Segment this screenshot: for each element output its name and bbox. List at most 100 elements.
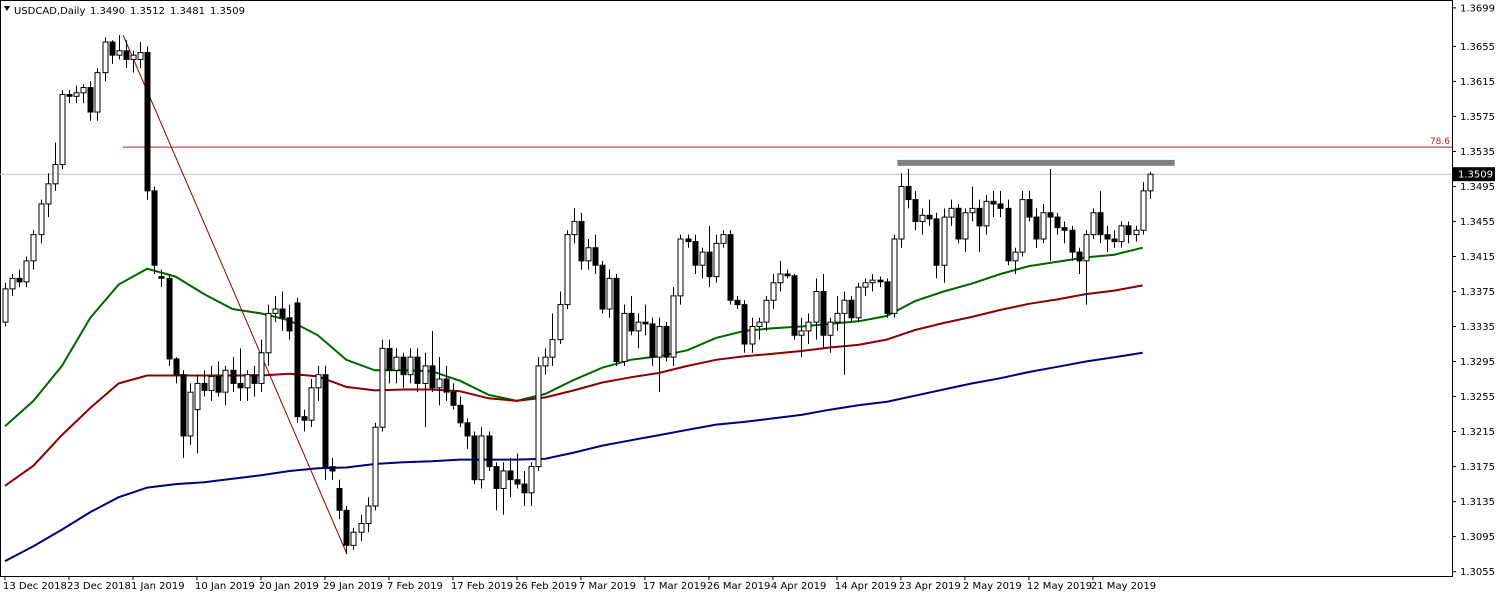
candle-body (137, 52, 144, 61)
y-tick-label: 1.3375 (1460, 287, 1495, 298)
candle-body (1097, 212, 1104, 236)
y-tick-label: 1.3455 (1460, 217, 1495, 228)
candle-body (613, 277, 620, 363)
candle-body (628, 312, 635, 332)
candle-body (1026, 199, 1033, 218)
candle-body (414, 356, 421, 384)
candle-body (571, 220, 578, 236)
candle-body (741, 304, 748, 345)
candle-body (322, 374, 329, 468)
candle-body (905, 185, 912, 201)
candle-body (1040, 212, 1047, 240)
candle-body (400, 356, 407, 376)
candle-body (350, 531, 357, 546)
candle-body (564, 234, 571, 306)
candle-body (1118, 225, 1125, 243)
candle-body (109, 41, 116, 56)
x-tick-label: 29 Jan 2019 (323, 581, 383, 592)
candle-body (1147, 173, 1154, 192)
candle-body (358, 522, 365, 533)
x-tick-label: 10 Jan 2019 (195, 581, 255, 592)
candle-body (1076, 251, 1083, 262)
x-tick-label: 26 Mar 2019 (707, 581, 770, 592)
candle-body (1005, 207, 1012, 262)
candle-body (215, 375, 222, 393)
candle-body (230, 369, 237, 384)
candle-body (251, 374, 258, 384)
candle-body (813, 291, 820, 323)
candle-body (279, 308, 286, 319)
candle-body (429, 365, 436, 389)
candle-body (663, 326, 670, 358)
candle-body (692, 241, 699, 266)
y-tick-label: 1.3655 (1460, 42, 1495, 53)
candle-body (677, 238, 684, 297)
header-value: 1.3509 (210, 6, 245, 17)
candle-body (727, 234, 734, 301)
candle-body (144, 52, 151, 192)
candle-body (343, 509, 350, 546)
candle-body (258, 352, 265, 384)
candle-body (869, 279, 876, 284)
candle-body (1104, 234, 1111, 240)
candle-body (393, 356, 400, 371)
candle-body (208, 375, 215, 391)
candle-body (450, 391, 457, 406)
candle-body (592, 247, 599, 266)
y-tick-label: 1.3255 (1460, 392, 1495, 403)
plot-frame (0, 0, 1453, 577)
header-value: 1.3512 (130, 6, 165, 17)
y-tick-label: 1.3135 (1460, 497, 1495, 508)
candle-body (130, 54, 137, 61)
y-tick-label: 1.3575 (1460, 112, 1495, 123)
y-tick-label: 1.3215 (1460, 427, 1495, 438)
candle-body (898, 185, 905, 240)
candle-body (1111, 238, 1118, 243)
candle-body (891, 238, 898, 314)
candle-body (599, 264, 606, 310)
x-tick-label: 23 Apr 2019 (899, 581, 961, 592)
current-price-box (1453, 167, 1495, 182)
candle-body (827, 321, 834, 336)
candle-body (1125, 225, 1132, 236)
candle-body (798, 330, 805, 336)
header-value: 1.3490 (90, 6, 125, 17)
candle-body (635, 321, 642, 332)
x-tick-label: 7 Feb 2019 (387, 581, 443, 592)
candle-body (166, 277, 173, 360)
candle-body (514, 479, 521, 485)
candle-body (621, 312, 628, 363)
x-tick-label: 2 May 2019 (963, 581, 1022, 592)
x-tick-label: 7 Mar 2019 (579, 581, 636, 592)
candle-body (948, 207, 955, 218)
y-tick-label: 1.3415 (1460, 252, 1495, 263)
candle-body (1083, 234, 1090, 262)
candle-body (962, 212, 969, 240)
candle-body (87, 87, 94, 113)
current-price-label: 1.3509 (1458, 170, 1493, 181)
candle-body (443, 378, 450, 393)
moving-average (4, 284, 1143, 487)
candle-body (486, 435, 493, 468)
candle-body (151, 190, 158, 266)
candle-body (933, 218, 940, 266)
candle-body (997, 203, 1004, 209)
candle-body (969, 207, 976, 214)
x-tick-label: 26 Feb 2019 (515, 581, 577, 592)
menu-arrow (4, 6, 10, 11)
candle-body (457, 404, 464, 424)
candle-body (919, 214, 926, 222)
candle-body (784, 273, 791, 277)
candle-body (834, 312, 841, 323)
candle-body (1033, 216, 1040, 240)
candle-body (315, 374, 322, 389)
trendline (122, 34, 348, 555)
candle-body (841, 299, 848, 314)
candle-body (180, 374, 187, 437)
candle-body (9, 277, 16, 290)
candle-body (855, 286, 862, 319)
candle-body (1047, 212, 1054, 218)
candle-body (372, 426, 379, 507)
candle-body (528, 466, 535, 494)
